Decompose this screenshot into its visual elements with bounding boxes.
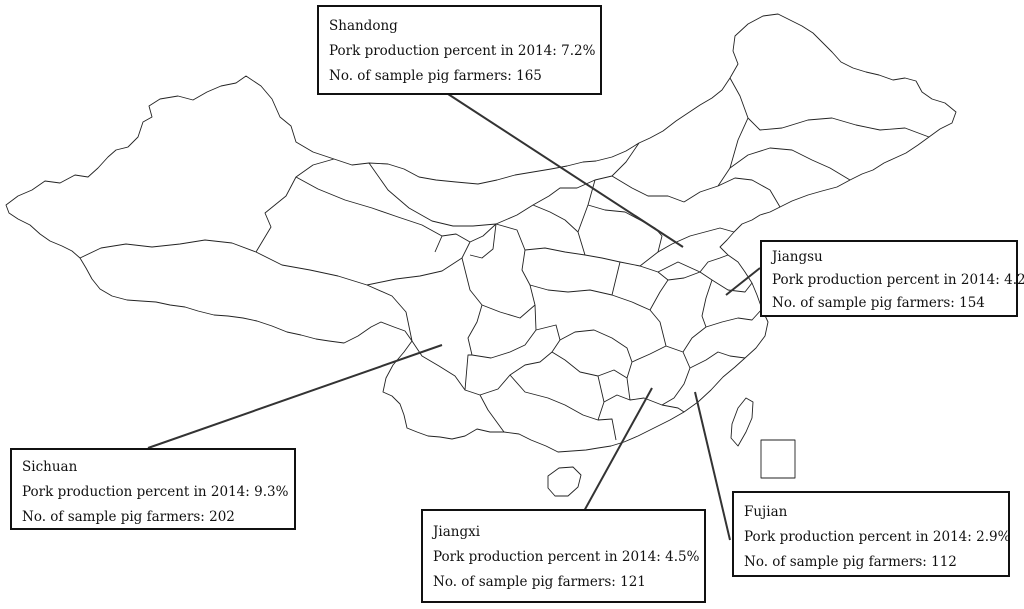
- pork-production-percent: Pork production percent in 2014: 2.9%: [744, 529, 1011, 545]
- border-shandong: [657, 227, 735, 273]
- callout-shandong: Shandong Pork production percent in 2014…: [317, 5, 602, 95]
- border-sichuan-yunnan: [411, 340, 472, 391]
- china-outline: [5, 13, 957, 453]
- leader-line-fujian: [694, 391, 731, 541]
- border-hubei: [529, 284, 667, 347]
- border-qinghai-gansu: [295, 176, 443, 237]
- leader-line-sichuan: [147, 344, 443, 449]
- border-jiangsu: [699, 254, 753, 293]
- border-neimenggu-heilongjiang: [729, 117, 749, 169]
- border-tibet-qinghai: [255, 251, 413, 342]
- pork-production-percent: Pork production percent in 2014: 9.3%: [22, 484, 289, 500]
- border-shaanxi: [461, 223, 536, 319]
- border-heilongjiang: [729, 77, 930, 138]
- border-guangdong: [597, 394, 685, 421]
- leader-line-jiangsu: [725, 267, 761, 296]
- border-guangxi: [479, 374, 617, 441]
- border-ningxia: [469, 223, 497, 259]
- pork-production-percent: Pork production percent in 2014: 4.2%: [772, 272, 1024, 288]
- border-gansu-neimenggu: [368, 142, 640, 227]
- border-anhui: [649, 271, 713, 328]
- border-liaoning: [683, 177, 781, 208]
- sample-farmers-count: No. of sample pig farmers: 112: [744, 554, 957, 570]
- border-hunan: [551, 329, 633, 403]
- hainan-outline: [547, 466, 582, 497]
- border-yunnan-guizhou: [464, 324, 561, 396]
- sample-farmers-count: No. of sample pig farmers: 165: [329, 68, 542, 84]
- province-name: Fujian: [744, 504, 788, 520]
- taiwan-outline: [730, 397, 754, 447]
- callout-fujian: Fujian Pork production percent in 2014: …: [732, 491, 1010, 577]
- border-qinghai-sichuan: [366, 233, 471, 286]
- leader-line-jiangxi: [577, 387, 653, 523]
- border-jilin: [717, 147, 851, 187]
- province-name: Shandong: [329, 18, 398, 34]
- sample-farmers-count: No. of sample pig farmers: 121: [433, 574, 646, 590]
- border-xinjiang-tibet: [79, 239, 257, 259]
- sample-farmers-count: No. of sample pig farmers: 202: [22, 509, 235, 525]
- leader-line-shandong: [447, 93, 684, 248]
- border-fujian: [689, 351, 746, 369]
- border-zhejiang: [682, 308, 763, 353]
- inset-box: [760, 439, 796, 479]
- border-sichuan-chongqing: [467, 304, 537, 359]
- callout-jiangxi: Jiangxi Pork production percent in 2014:…: [421, 509, 706, 603]
- pork-production-percent: Pork production percent in 2014: 4.5%: [433, 549, 700, 565]
- border-shanxi: [532, 179, 596, 256]
- province-name: Sichuan: [22, 459, 78, 475]
- border-henan: [524, 247, 669, 296]
- border-hebei: [587, 175, 685, 267]
- callout-jiangsu: Jiangsu Pork production percent in 2014:…: [760, 240, 1024, 317]
- province-name: Jiangxi: [433, 524, 481, 540]
- sample-farmers-count: No. of sample pig farmers: 154: [772, 295, 985, 311]
- province-name: Jiangsu: [772, 249, 823, 265]
- border-jiangxi: [631, 345, 691, 406]
- callout-sichuan: Sichuan Pork production percent in 2014:…: [10, 448, 296, 530]
- border-xinjiang-east: [255, 158, 335, 253]
- pork-production-percent: Pork production percent in 2014: 7.2%: [329, 43, 596, 59]
